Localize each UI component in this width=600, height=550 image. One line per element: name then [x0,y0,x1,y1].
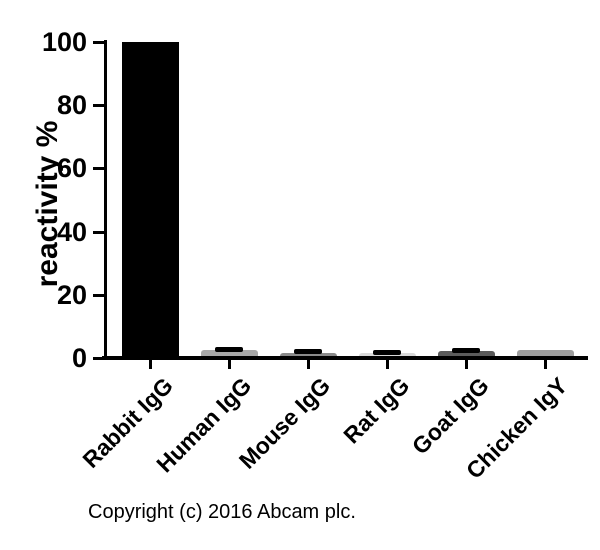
y-tick [93,104,104,108]
bar-chicken-igy [516,350,574,358]
y-tick-label: 60 [56,153,87,184]
y-tick-label: 100 [41,27,87,57]
x-tick [386,360,389,369]
bar-mouse-igg [279,352,337,358]
bar-rat-igg [358,352,416,358]
y-tick [93,167,104,171]
x-tick [228,360,231,369]
bar-human-igg [200,349,258,358]
bar-goat-igg [437,351,495,358]
y-tick [93,230,104,234]
y-tick-label: 0 [71,343,87,373]
x-tick-label-rat-igg: Rat IgG [338,372,415,449]
y-tick-label: 80 [56,90,87,121]
x-tick [149,360,152,369]
y-tick-label: 20 [56,279,87,310]
x-tick [465,360,468,369]
x-axis-line [102,356,588,360]
x-tick [544,360,547,369]
x-tick [307,360,310,369]
error-cap-rat-igg [373,350,401,356]
y-tick [93,357,104,360]
y-tick [93,293,104,297]
copyright-text: Copyright (c) 2016 Abcam plc. [88,501,356,523]
error-cap-mouse-igg [294,349,322,355]
bar-rabbit-igg [121,42,179,358]
y-axis-line [104,40,107,360]
error-cap-goat-igg [452,347,480,353]
y-tick-label: 40 [56,216,87,247]
y-tick [93,41,104,44]
error-cap-human-igg [215,346,243,352]
